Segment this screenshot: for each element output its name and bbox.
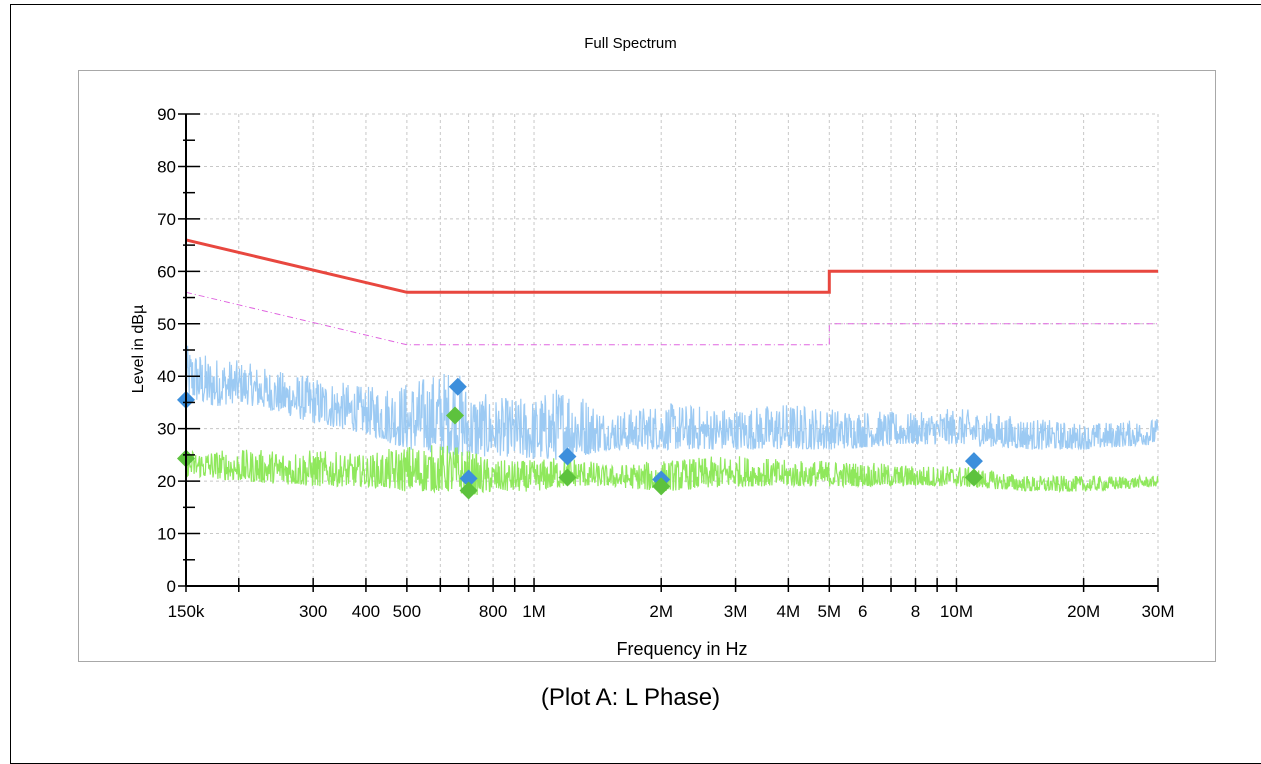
qp_peak-marker [964,452,983,471]
y-tick-label: 50 [157,315,176,334]
avg_trace-line [185,445,1159,497]
traces [185,345,1159,497]
avg_peak-marker [652,477,671,496]
y-tick-label: 60 [157,262,176,281]
limit-lines [185,238,1158,346]
x-tick-label: 800 [479,602,507,621]
plot-caption: (Plot A: L Phase) [540,684,721,711]
x-tick-label: 30M [1141,602,1174,621]
y-tick-label: 40 [157,367,176,386]
x-tick-label: 2M [649,602,673,621]
avg_peak-marker [964,468,983,487]
qp_peak-marker [558,447,577,466]
x-tick-label: 20M [1067,602,1100,621]
avg_peak-marker [558,468,577,487]
y-tick-label: 20 [157,472,176,491]
x-tick-label: 300 [299,602,327,621]
chart-title: Full Spectrum [584,35,677,52]
markers [177,377,983,500]
x-tick-label: 5M [817,602,841,621]
y-tick-label: 0 [167,577,176,596]
qp_peak-marker [459,469,478,488]
x-axis-label: Frequency in Hz [616,639,747,659]
y-tick-label: 10 [157,525,176,544]
y-tick-label: 80 [157,157,176,176]
avg_peak-marker [459,481,478,500]
y-tick-label: 90 [157,105,176,124]
x-tick-label: 8 [911,602,920,621]
qp_peak-marker [448,377,467,396]
x-tick-label: 10M [940,602,973,621]
x-tick-label: 3M [724,602,748,621]
avg_limit-line [185,291,1158,346]
x-tick-label: 4M [777,602,801,621]
y-tick-label: 30 [157,420,176,439]
qp_limit-line [185,238,1158,294]
x-tick-label: 150k [168,602,205,621]
y-axis-label: Level in dBµ [130,305,147,393]
plot-frame [78,70,1216,662]
axes: 0 10 20 30 40 50 60 70 80 90 150k 300 400 500 800 1M 2M 3… [157,105,1174,621]
y-tick-label: 70 [157,210,176,229]
x-tick-label: 1M [522,602,546,621]
grid [186,113,1159,586]
chart: 0 10 20 30 40 50 60 70 80 90 150k 300 400 500 800 1M 2M 3… [130,105,1175,659]
x-tick-label: 400 [352,602,380,621]
avg_peak-marker [446,406,465,425]
x-tick-label: 500 [393,602,421,621]
qp_trace-line [185,345,1159,461]
x-tick-label: 6 [858,602,867,621]
